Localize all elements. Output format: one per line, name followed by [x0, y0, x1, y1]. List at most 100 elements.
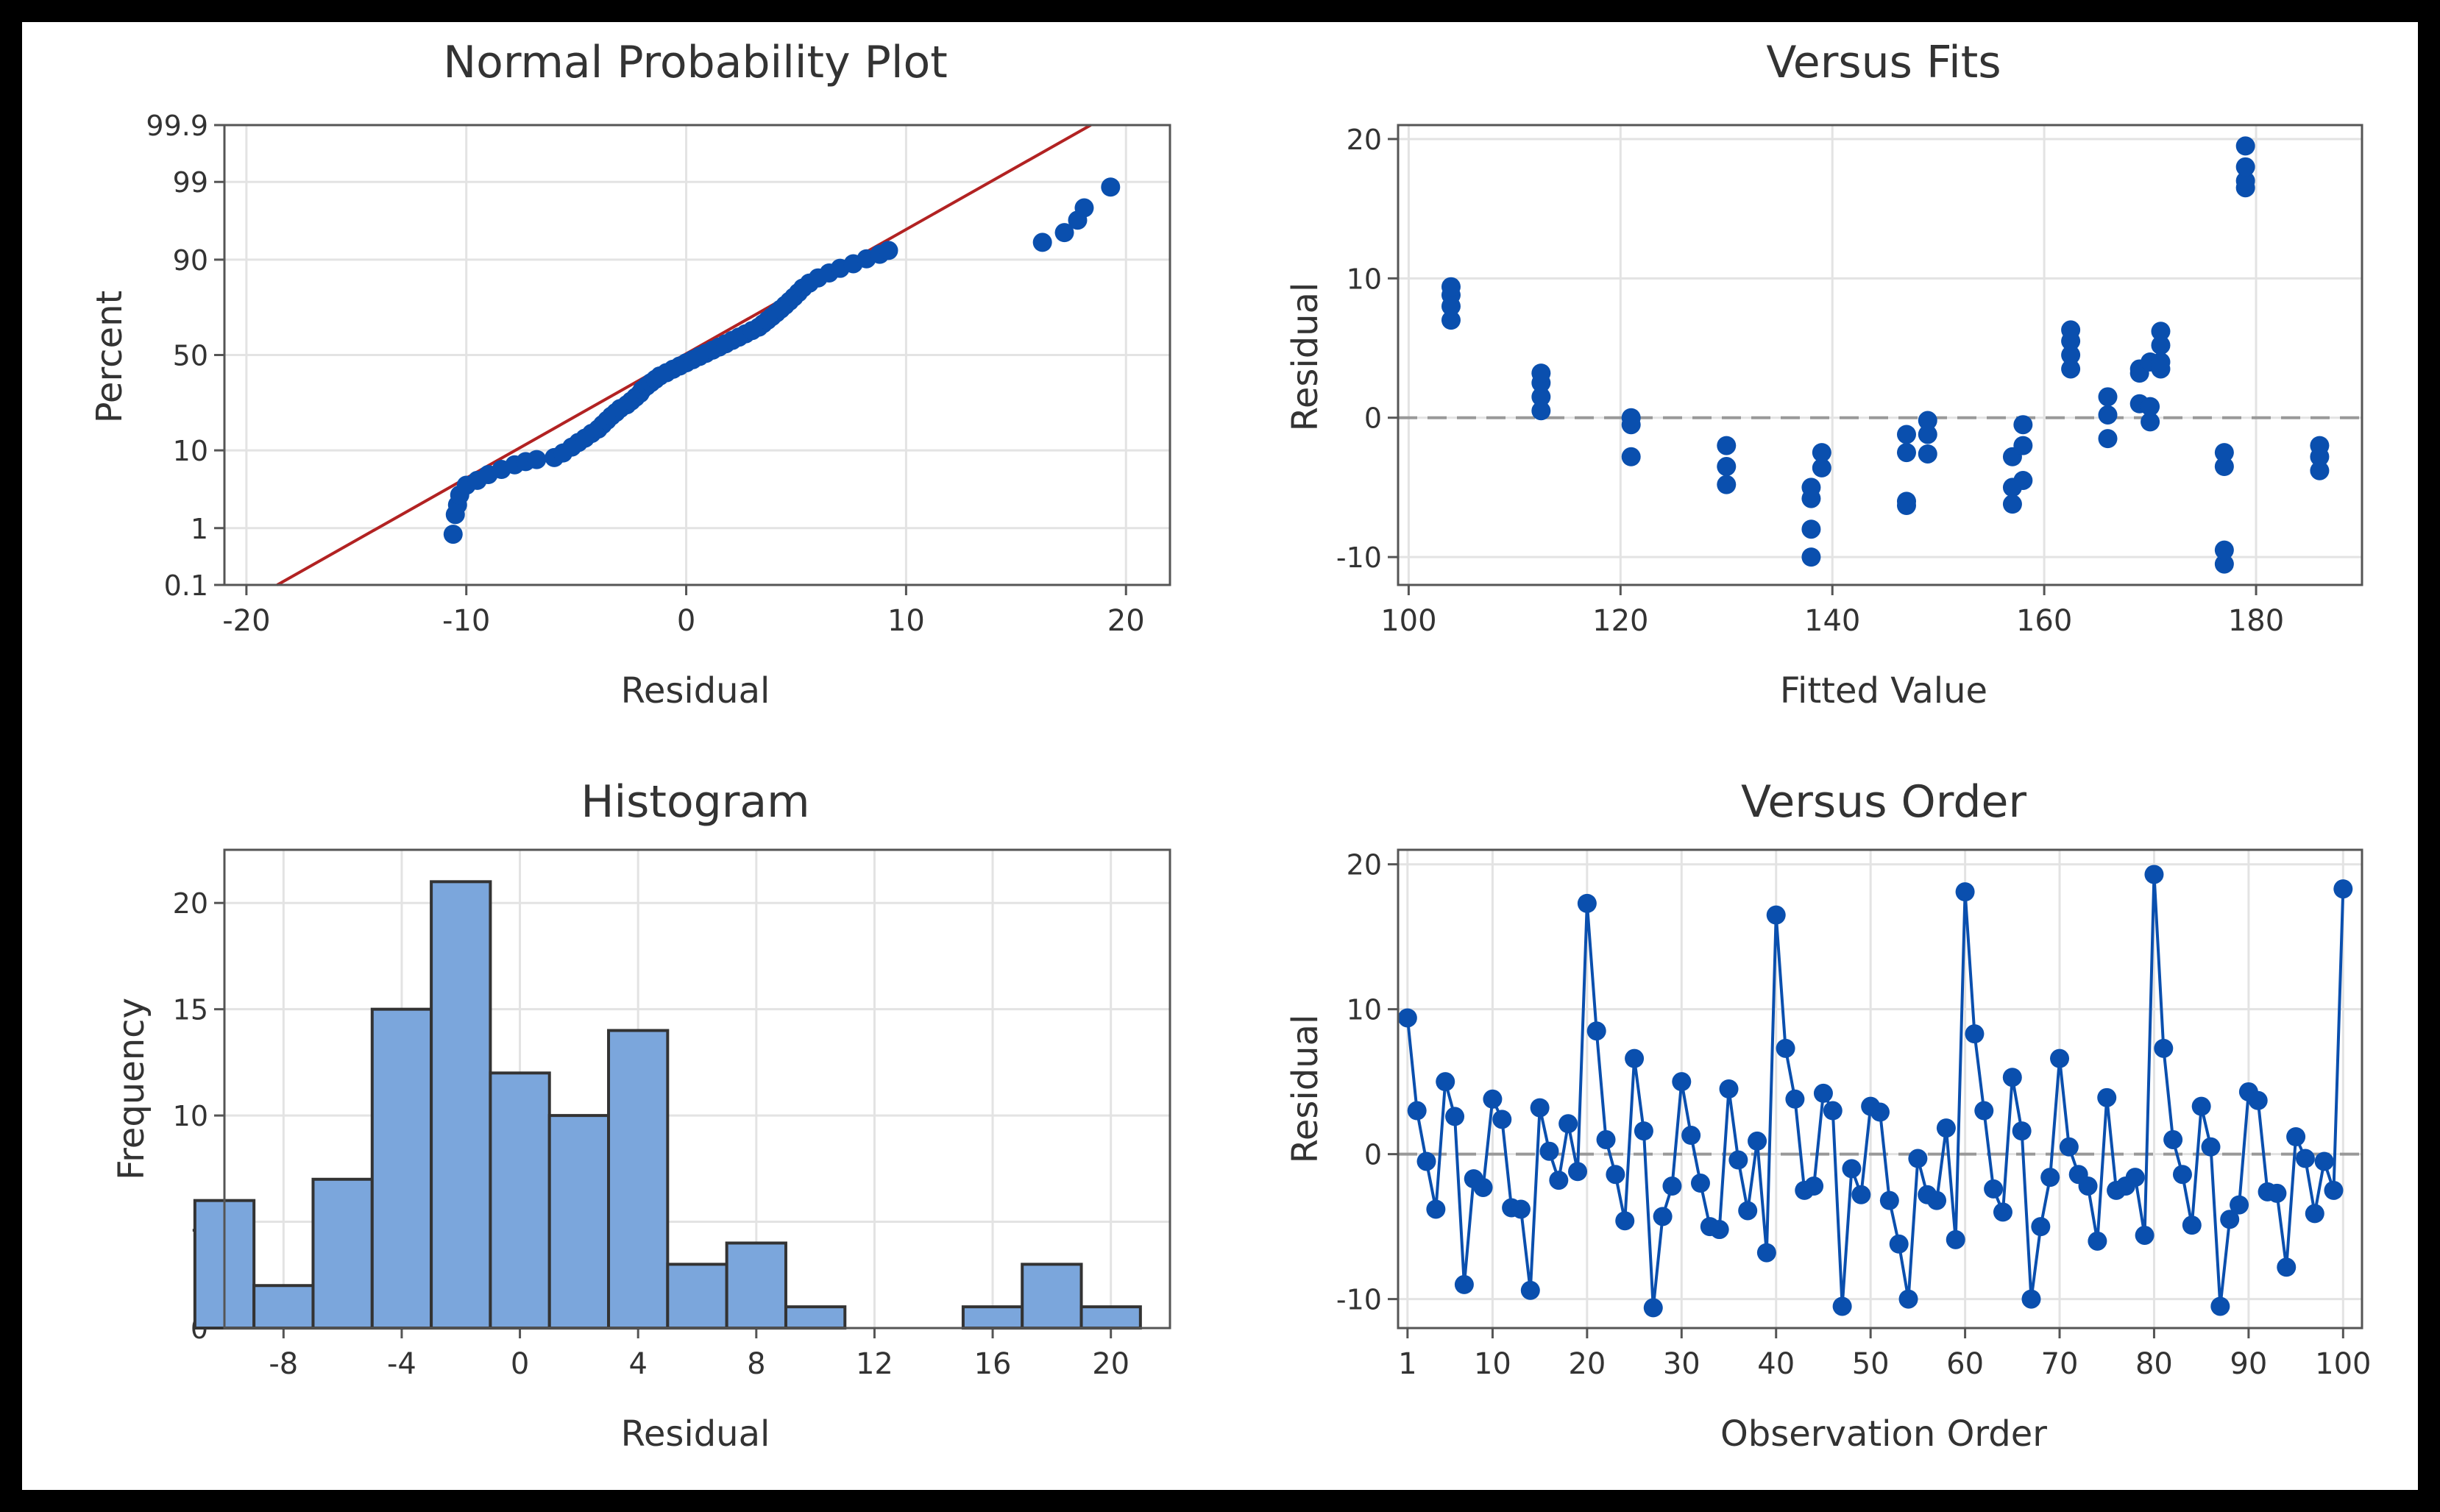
- order-point: [1889, 1234, 1909, 1254]
- fits-point: [2013, 470, 2033, 490]
- npp-point: [879, 241, 898, 260]
- order-point: [1530, 1098, 1550, 1118]
- x-tick-label: 1: [1398, 1347, 1416, 1381]
- order-point: [2230, 1195, 2249, 1215]
- order-point: [1842, 1159, 1862, 1179]
- fits-point: [2151, 336, 2171, 355]
- fits-point: [1801, 547, 1821, 567]
- histogram-bar: [784, 1305, 847, 1330]
- order-point: [1785, 1089, 1805, 1109]
- x-tick-label: 90: [2230, 1347, 2267, 1381]
- fits-xlabel: Fitted Value: [1780, 670, 1987, 711]
- x-tick-label: 0: [677, 604, 695, 638]
- y-tick-label: 10: [173, 1100, 208, 1132]
- fits-point: [2061, 345, 2081, 365]
- normal-probability-panel: Normal Probability Plot Residual Percent…: [89, 37, 1171, 711]
- fits-point: [1441, 310, 1461, 330]
- order-point: [1549, 1171, 1569, 1190]
- fits-point: [1812, 443, 1831, 463]
- order-point: [2182, 1215, 2202, 1235]
- y-tick-label: 50: [173, 340, 208, 372]
- histogram-bar: [961, 1305, 1024, 1330]
- order-point: [1511, 1199, 1531, 1219]
- order-point: [1813, 1083, 1833, 1103]
- fits-point: [2061, 320, 2081, 340]
- fits-point: [1801, 519, 1821, 539]
- y-tick-label: 10: [173, 435, 208, 467]
- order-point: [1426, 1199, 1446, 1219]
- order-point: [1748, 1131, 1767, 1151]
- x-tick-label: 20: [1107, 604, 1145, 638]
- y-tick-label: 20: [1347, 849, 1382, 881]
- fits-point: [1918, 425, 1937, 444]
- x-tick-label: 4: [628, 1347, 647, 1381]
- order-point: [1539, 1141, 1559, 1161]
- fits-point: [1621, 447, 1641, 466]
- order-point: [1625, 1048, 1645, 1068]
- fits-point: [1896, 425, 1916, 444]
- npp-point: [1054, 223, 1074, 243]
- x-tick-label: 180: [2228, 604, 2284, 638]
- y-tick-label: 0: [1364, 402, 1382, 435]
- order-point: [2021, 1289, 2041, 1309]
- plot-frame: [1397, 848, 2363, 1330]
- order-point: [2277, 1257, 2297, 1277]
- hist-xlabel: Residual: [621, 1413, 770, 1455]
- fits-point: [2214, 554, 2234, 574]
- y-tick-label: 0: [1364, 1139, 1382, 1171]
- fits-point: [1717, 457, 1737, 477]
- npp-point: [1101, 177, 1121, 197]
- x-tick-label: 0: [511, 1347, 529, 1381]
- histogram-bar: [311, 1177, 374, 1330]
- y-tick-label: 10: [1347, 263, 1382, 295]
- x-tick-label: 40: [1757, 1347, 1795, 1381]
- histogram-panel: Histogram Residual Frequency -8 -4 0 4 8 12 16…: [111, 776, 1171, 1455]
- versus-order-panel: Versus Order Observation Order Residual …: [1285, 776, 2371, 1455]
- histogram-bar: [725, 1241, 787, 1330]
- y-tick-label: 90: [173, 244, 208, 277]
- y-tick-label: 99: [173, 166, 208, 199]
- order-point: [1728, 1150, 1748, 1170]
- fits-title: Versus Fits: [1766, 37, 2001, 88]
- histogram-bar: [547, 1114, 611, 1330]
- x-tick-label: 10: [887, 604, 925, 638]
- order-point: [2154, 1038, 2174, 1058]
- x-tick-label: 120: [1592, 604, 1648, 638]
- npp-point: [1074, 198, 1094, 218]
- order-point: [1577, 893, 1597, 913]
- order-point: [1993, 1202, 2012, 1222]
- y-tick-label: 20: [173, 887, 208, 920]
- order-point: [1634, 1121, 1653, 1141]
- order-point: [2144, 865, 2164, 884]
- order-point: [2201, 1137, 2221, 1157]
- order-point: [1436, 1072, 1455, 1092]
- npp-point: [443, 525, 463, 544]
- order-point: [1606, 1165, 1625, 1185]
- npp-xlabel: Residual: [621, 670, 770, 711]
- x-tick-label: -8: [269, 1347, 298, 1381]
- order-point: [1738, 1201, 1758, 1221]
- fits-point: [1531, 401, 1551, 421]
- order-point: [1586, 1021, 1606, 1041]
- order-point: [1709, 1220, 1729, 1240]
- order-point: [1445, 1107, 1465, 1126]
- fits-point: [2214, 443, 2234, 463]
- order-point: [1397, 1008, 1417, 1028]
- y-tick-label: 10: [1347, 994, 1382, 1026]
- order-point: [1898, 1289, 1918, 1309]
- npp-title: Normal Probability Plot: [443, 37, 948, 88]
- fits-point: [2098, 405, 2118, 425]
- x-tick-label: 8: [747, 1347, 765, 1381]
- order-point: [2135, 1225, 2154, 1245]
- fits-point: [1918, 444, 1937, 464]
- plot-background: [1398, 850, 2362, 1328]
- x-tick-label: 140: [1804, 604, 1860, 638]
- plot-background: [1398, 125, 2362, 585]
- plot-frame: [1397, 124, 2363, 586]
- order-point: [1520, 1280, 1540, 1300]
- order-point: [1653, 1207, 1673, 1227]
- order-point: [2267, 1183, 2287, 1203]
- histogram-bar: [1079, 1305, 1142, 1330]
- fits-point: [2002, 494, 2022, 514]
- x-tick-label: 30: [1663, 1347, 1700, 1381]
